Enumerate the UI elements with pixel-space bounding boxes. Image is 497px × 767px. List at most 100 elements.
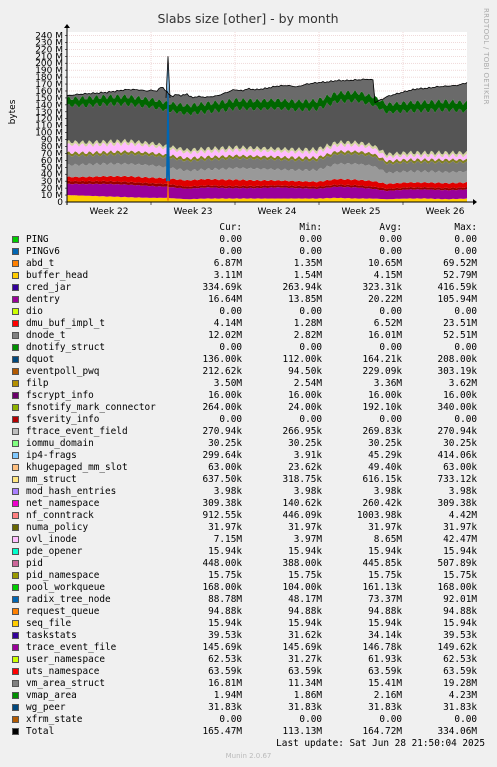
- legend-max-value: 15.94k: [443, 546, 477, 557]
- legend-cur-value: 136.00k: [202, 354, 242, 365]
- legend-label: vmap_area: [26, 690, 77, 701]
- y-tick-label-10: 100 M: [35, 129, 63, 139]
- legend-swatch: [12, 608, 19, 615]
- legend-swatch: [12, 536, 19, 543]
- legend-row-vm_area_struct: vm_area_struct 16.81M 11.34M 15.41M 19.28M: [12, 678, 484, 690]
- legend-min-value: 0.00: [299, 714, 322, 725]
- legend-swatch: [12, 464, 19, 471]
- legend-row-iommu_domain: iommu_domain 30.25k 30.25k 30.25k 30.25k: [12, 438, 484, 450]
- legend-row-fsnotify_mark_connector: fsnotify_mark_connector 264.00k 24.00k 192.…: [12, 402, 484, 414]
- legend-avg-value: 164.72M: [362, 726, 402, 737]
- y-tick-label-23: 230 M: [35, 38, 63, 48]
- legend-row-uts_namespace: uts_namespace 63.59k 63.59k 63.59k 63.59k: [12, 666, 484, 678]
- legend-label: Total: [26, 726, 55, 737]
- legend-max-value: 52.51M: [443, 330, 477, 341]
- legend-avg-value: 2.16M: [373, 690, 402, 701]
- legend-avg-value: 49.40k: [368, 462, 402, 473]
- legend-swatch: [12, 668, 19, 675]
- legend-max-value: 168.00k: [437, 582, 477, 593]
- legend-min-value: 15.75k: [288, 570, 322, 581]
- legend-avg-value: 161.13k: [362, 582, 402, 593]
- legend-swatch: [12, 356, 19, 363]
- legend-min-value: 3.91k: [293, 450, 322, 461]
- legend-row-pid_namespace: pid_namespace 15.75k 15.75k 15.75k 15.75k: [12, 570, 484, 582]
- legend-swatch: [12, 680, 19, 687]
- legend-min-value: 13.85M: [288, 294, 322, 305]
- legend-min-value: 48.17M: [288, 594, 322, 605]
- area-mm_struct: [67, 138, 467, 159]
- legend-row-dnotify_struct: dnotify_struct 0.00 0.00 0.00 0.00: [12, 342, 484, 354]
- total-series-line: [66, 78, 468, 104]
- legend-label: abd_t: [26, 258, 55, 269]
- legend-max-value: 3.98k: [448, 486, 477, 497]
- legend-row-taskstats: taskstats 39.53k 31.62k 34.14k 39.53k: [12, 630, 484, 642]
- legend-max-value: 4.42M: [448, 510, 477, 521]
- legend-swatch: [12, 656, 19, 663]
- legend-min-value: 16.00k: [288, 390, 322, 401]
- y-axis-label: bytes: [8, 99, 18, 124]
- legend-row-buffer_head: buffer_head 3.11M 1.54M 4.15M 52.79M: [12, 270, 484, 282]
- legend-max-value: 340.00k: [437, 402, 477, 413]
- legend-cur-value: 912.55k: [202, 510, 242, 521]
- legend-min-value: 1.86M: [293, 690, 322, 701]
- legend-swatch: [12, 308, 19, 315]
- legend-cur-value: 0.00: [219, 342, 242, 353]
- legend-max-value: 19.28M: [443, 678, 477, 689]
- legend-cur-value: 94.88k: [208, 606, 242, 617]
- legend-min-value: 31.83k: [288, 702, 322, 713]
- legend-label: dquot: [26, 354, 55, 365]
- legend-min-value: 113.13M: [282, 726, 322, 737]
- legend-row-pde_opener: pde_opener 15.94k 15.94k 15.94k 15.94k: [12, 546, 484, 558]
- legend-row-dnode_t: dnode_t 12.02M 2.82M 16.01M 52.51M: [12, 330, 484, 342]
- legend-swatch: [12, 548, 19, 555]
- legend-min-value: 31.97k: [288, 522, 322, 533]
- legend-swatch: [12, 728, 19, 735]
- legend-row-abd_t: abd_t 6.87M 1.35M 10.65M 69.52M: [12, 258, 484, 270]
- col-min-header: Min:: [299, 222, 322, 233]
- legend-max-value: 105.94M: [437, 294, 477, 305]
- legend-min-value: 1.54M: [293, 270, 322, 281]
- legend-label: pde_opener: [26, 546, 83, 557]
- legend-min-value: 11.34M: [288, 678, 322, 689]
- legend-avg-value: 15.94k: [368, 618, 402, 629]
- legend-label: xfrm_state: [26, 714, 83, 725]
- x-tick-label-3: Week 25: [342, 207, 381, 217]
- legend-row-filp: filp 3.50M 2.54M 3.36M 3.62M: [12, 378, 484, 390]
- legend-max-value: 303.19k: [437, 366, 477, 377]
- legend-row-dentry: dentry 16.64M 13.85M 20.22M 105.94M: [12, 294, 484, 306]
- legend-swatch: [12, 692, 19, 699]
- legend-row-seq_file: seq_file 15.94k 15.94k 15.94k 15.94k: [12, 618, 484, 630]
- legend-row-net_namespace: net_namespace 309.38k 140.62k 260.42k 309.38…: [12, 498, 484, 510]
- legend-cur-value: 31.97k: [208, 522, 242, 533]
- y-tick-label-13: 130 M: [35, 108, 63, 118]
- legend-swatch: [12, 416, 19, 423]
- legend-swatch: [12, 332, 19, 339]
- legend-label: mod_hash_entries: [26, 486, 117, 497]
- legend-max-value: 39.53k: [443, 630, 477, 641]
- legend-cur-value: 0.00: [219, 234, 242, 245]
- legend-max-value: 0.00: [454, 714, 477, 725]
- legend-avg-value: 94.88k: [368, 606, 402, 617]
- legend-avg-value: 192.10k: [362, 402, 402, 413]
- legend-min-value: 0.00: [299, 342, 322, 353]
- legend-min-value: 94.88k: [288, 606, 322, 617]
- legend-avg-value: 146.78k: [362, 642, 402, 653]
- legend-row-fsverity_info: fsverity_info 0.00 0.00 0.00 0.00: [12, 414, 484, 426]
- legend-min-value: 15.94k: [288, 546, 322, 557]
- legend-min-value: 1.35M: [293, 258, 322, 269]
- legend-label: iommu_domain: [26, 438, 94, 449]
- x-axis-arrow: [473, 199, 477, 205]
- legend-avg-value: 16.01M: [368, 330, 402, 341]
- legend-swatch: [12, 644, 19, 651]
- legend-min-value: 1.28M: [293, 318, 322, 329]
- rrdtool-credit: RRDTOOL / TOBI OETIKER: [482, 8, 490, 105]
- legend-label: cred_jar: [26, 282, 72, 293]
- legend-min-value: 0.00: [299, 306, 322, 317]
- legend-cur-value: 62.53k: [208, 654, 242, 665]
- legend-swatch: [12, 272, 19, 279]
- legend-row-khugepaged_mm_slot: khugepaged_mm_slot 63.00k 23.62k 49.40k 63.0…: [12, 462, 484, 474]
- legend-avg-value: 3.98k: [373, 486, 402, 497]
- legend-max-value: 15.75k: [443, 570, 477, 581]
- legend-min-value: 140.62k: [282, 498, 322, 509]
- legend-cur-value: 1.94M: [213, 690, 242, 701]
